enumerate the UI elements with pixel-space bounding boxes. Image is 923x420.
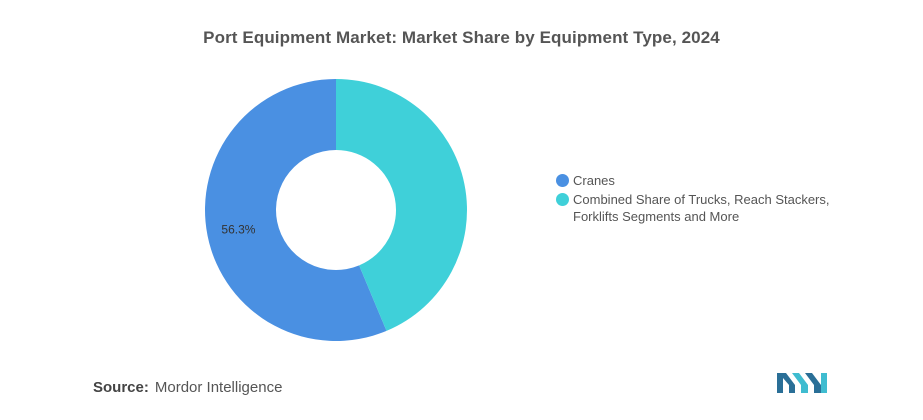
source-text: Mordor Intelligence	[154, 379, 283, 396]
donut-slice-combined-share	[336, 79, 467, 331]
donut-data-labels: 56.3%	[221, 223, 255, 237]
legend-item-combined-share: Combined Share of Trucks, Reach Stackers…	[556, 191, 856, 225]
donut-slice-cranes	[204, 79, 387, 341]
donut-slices	[204, 79, 467, 341]
legend-label: Combined Share of Trucks, Reach Stackers…	[573, 192, 830, 224]
legend-item-cranes: Cranes	[556, 172, 856, 189]
legend-label: Cranes	[573, 173, 615, 188]
chart-title: Port Equipment Market: Market Share by E…	[203, 28, 720, 47]
data-label-cranes: 56.3%	[221, 223, 255, 237]
chart-legend: Cranes Combined Share of Trucks, Reach S…	[556, 172, 856, 227]
legend-swatch-combined-share	[556, 193, 569, 206]
mordor-intelligence-logo-icon	[777, 373, 827, 393]
source-prefix: Source:	[93, 379, 149, 396]
legend-swatch-cranes	[556, 174, 569, 187]
source-note: Source: Mordor Intelligence	[93, 379, 282, 396]
